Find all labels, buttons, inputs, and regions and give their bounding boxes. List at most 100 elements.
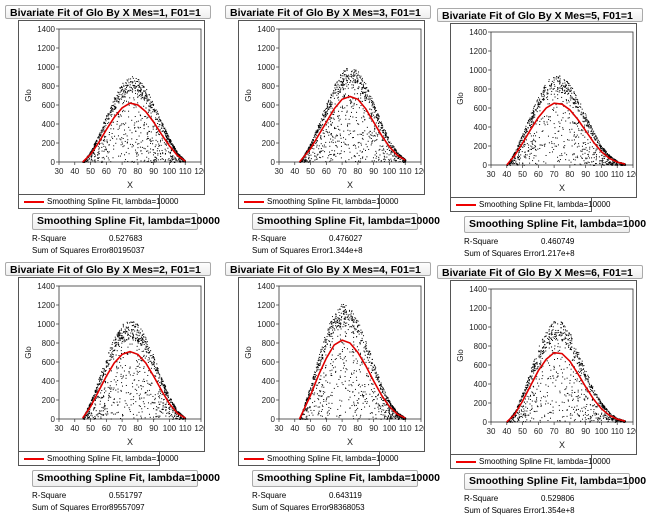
x-tick-label: 110	[399, 167, 412, 176]
data-point	[355, 161, 356, 162]
data-point	[606, 151, 607, 152]
data-point	[140, 345, 141, 346]
data-point	[344, 74, 345, 75]
stats-title[interactable]: Smoothing Spline Fit, lambda=10000	[464, 216, 630, 233]
panel-title[interactable]: Bivariate Fit of Glo By X Mes=1, F01=1	[5, 5, 211, 19]
panel-title[interactable]: Bivariate Fit of Glo By X Mes=3, F01=1	[225, 5, 431, 19]
data-point	[597, 142, 598, 143]
data-point	[392, 155, 393, 156]
data-point	[136, 153, 137, 154]
data-point	[567, 89, 568, 90]
data-point	[88, 417, 89, 418]
y-tick-label: 400	[42, 120, 56, 129]
data-point	[573, 99, 574, 100]
data-point	[562, 87, 563, 88]
data-point	[110, 110, 111, 111]
data-point	[163, 405, 164, 406]
data-point	[366, 92, 367, 93]
data-point	[529, 156, 530, 157]
data-point	[134, 80, 135, 81]
data-point	[351, 106, 352, 107]
data-point	[118, 368, 119, 369]
data-point	[347, 105, 348, 106]
data-point	[105, 408, 106, 409]
data-point	[524, 129, 525, 130]
data-point	[105, 374, 106, 375]
data-point	[140, 329, 141, 330]
data-point	[116, 355, 117, 356]
data-point	[552, 137, 553, 138]
data-point	[340, 405, 341, 406]
stats-title[interactable]: Smoothing Spline Fit, lambda=10000	[32, 213, 198, 230]
data-point	[337, 320, 338, 321]
data-point	[125, 159, 126, 160]
data-point	[309, 162, 310, 163]
data-point	[376, 139, 377, 140]
data-point	[519, 164, 520, 165]
data-point	[141, 160, 142, 161]
stats-title[interactable]: Smoothing Spline Fit, lambda=10000	[32, 470, 198, 487]
data-point	[535, 135, 536, 136]
data-point	[376, 133, 377, 134]
data-point	[360, 386, 361, 387]
data-point	[341, 150, 342, 151]
data-point	[136, 121, 137, 122]
data-point	[574, 144, 575, 145]
data-point	[121, 97, 122, 98]
data-point	[384, 415, 385, 416]
data-point	[141, 360, 142, 361]
data-point	[318, 399, 319, 400]
data-point	[106, 116, 107, 117]
data-point	[333, 142, 334, 143]
data-point	[114, 342, 115, 343]
data-point	[537, 111, 538, 112]
data-point	[554, 143, 555, 144]
data-point	[114, 350, 115, 351]
data-point	[170, 144, 171, 145]
data-point	[112, 348, 113, 349]
data-point	[556, 90, 557, 91]
data-point	[95, 391, 96, 392]
data-point	[591, 130, 592, 131]
data-point	[596, 156, 597, 157]
data-point	[169, 416, 170, 417]
panel-title[interactable]: Bivariate Fit of Glo By X Mes=2, F01=1	[5, 262, 211, 276]
data-point	[112, 354, 113, 355]
data-point	[133, 107, 134, 108]
data-point	[95, 156, 96, 157]
data-point	[350, 74, 351, 75]
data-point	[135, 401, 136, 402]
data-point	[118, 336, 119, 337]
sse-value: 1.344e+8	[329, 246, 363, 255]
data-point	[111, 405, 112, 406]
data-point	[89, 411, 90, 412]
data-point	[169, 407, 170, 408]
stats-title[interactable]: Smoothing Spline Fit, lambda=10000	[252, 213, 418, 230]
data-point	[341, 111, 342, 112]
data-point	[392, 152, 393, 153]
data-point	[95, 418, 96, 419]
data-point	[175, 409, 176, 410]
data-point	[153, 152, 154, 153]
data-point	[118, 135, 119, 136]
x-tick-label: 60	[102, 167, 111, 176]
data-point	[97, 387, 98, 388]
data-point	[356, 117, 357, 118]
data-point	[559, 92, 560, 93]
data-point	[171, 158, 172, 159]
data-point	[320, 121, 321, 122]
data-point	[121, 99, 122, 100]
data-point	[329, 142, 330, 143]
data-point	[327, 411, 328, 412]
panel-title[interactable]: Bivariate Fit of Glo By X Mes=5, F01=1	[437, 8, 643, 22]
panel-title[interactable]: Bivariate Fit of Glo By X Mes=4, F01=1	[225, 262, 431, 276]
data-point	[174, 405, 175, 406]
data-point	[159, 116, 160, 117]
data-point	[148, 138, 149, 139]
data-point	[553, 107, 554, 108]
data-point	[551, 91, 552, 92]
data-point	[320, 379, 321, 380]
data-point	[567, 103, 568, 104]
